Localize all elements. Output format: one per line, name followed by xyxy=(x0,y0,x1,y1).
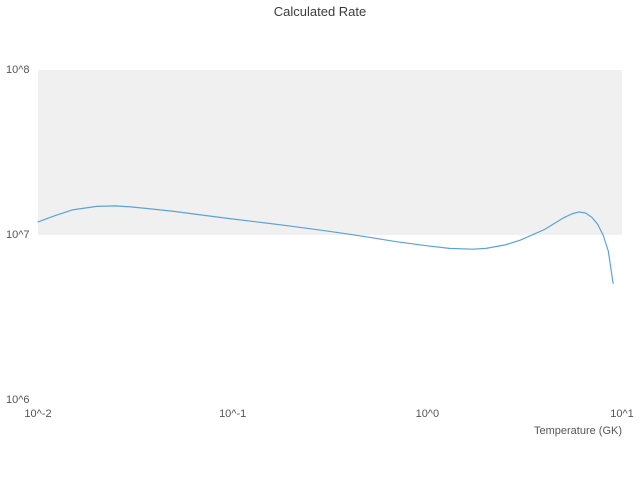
y-tick-label: 10^8 xyxy=(6,64,30,76)
x-axis-label: Temperature (GK) xyxy=(533,425,622,437)
series-line-calculated-rate xyxy=(37,205,614,284)
x-tick-label: 10^0 xyxy=(415,408,440,420)
x-tick-label: 10^1 xyxy=(610,408,634,420)
x-tick-label: 10^-1 xyxy=(219,408,247,420)
chart-title: Calculated Rate xyxy=(273,4,367,19)
y-tick-label: 10^7 xyxy=(6,229,30,241)
grid-band xyxy=(38,70,622,235)
x-tick-label: 10^-2 xyxy=(24,408,52,420)
y-tick-label: 10^6 xyxy=(6,394,30,406)
